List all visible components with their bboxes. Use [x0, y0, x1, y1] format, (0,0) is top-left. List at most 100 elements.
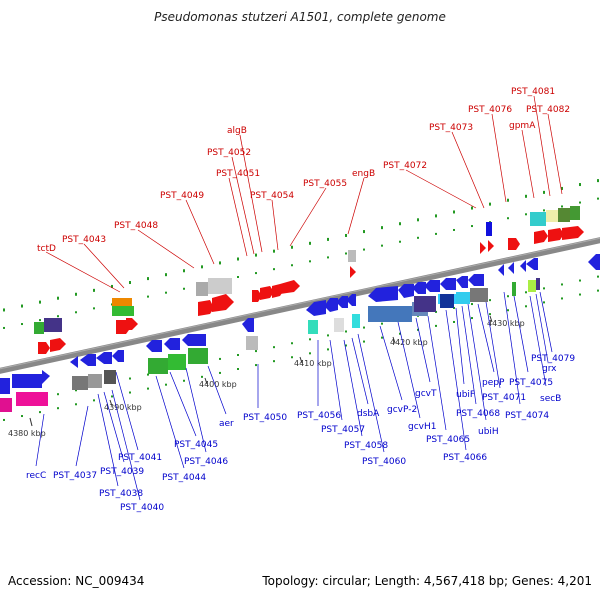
gene-arrow: [498, 264, 504, 276]
gene-arrow: [440, 278, 456, 290]
gene-label-bottom: PST_4044: [162, 473, 206, 483]
leader-line: [451, 131, 485, 209]
genome-backbone: [0, 237, 600, 374]
leader-line: [455, 307, 465, 385]
gene-arrow: [508, 238, 520, 250]
gene-arrow: [70, 356, 78, 368]
scale-tick: [299, 356, 303, 364]
scale-label: 4430 kbp: [487, 319, 525, 328]
leader-line: [405, 169, 477, 209]
leader-line: [521, 129, 535, 199]
gene-feature: [188, 348, 208, 364]
gene-label-top: tctD: [37, 244, 56, 254]
gene-arrow: [306, 300, 326, 316]
gene-arrow: [526, 258, 538, 270]
gene-arrow: [368, 286, 398, 302]
gene-feature: [334, 318, 344, 332]
leader-line: [97, 393, 119, 487]
gene-feature: [72, 376, 88, 390]
gene-arrow: [80, 354, 96, 366]
gene-label-top: engB: [352, 169, 375, 179]
gene-label-bottom: PST_4058: [344, 441, 388, 451]
leader-line: [379, 325, 403, 401]
gene-label-bottom: PST_4071: [482, 393, 526, 403]
gene-label-top: PST_4043: [62, 235, 106, 245]
gene-label-top: PST_4051: [216, 169, 260, 179]
gene-feature: [470, 288, 488, 302]
gene-label-bottom: PST_4038: [99, 489, 143, 499]
gene-feature: [196, 282, 208, 296]
gene-label-bottom: gcvP-2: [387, 405, 417, 415]
gene-label-bottom: PST_4040: [120, 503, 164, 513]
scale-tick: [392, 336, 396, 344]
leader-line: [513, 295, 529, 373]
gene-feature: [246, 336, 258, 350]
gene-label-bottom: PST_4079: [531, 354, 575, 364]
gene-label-top: PST_4055: [303, 179, 347, 189]
leader-line: [467, 303, 487, 421]
gene-feature: [88, 374, 102, 388]
gene-label-top: PST_4049: [160, 191, 204, 201]
gene-label-top: PST_4054: [250, 191, 294, 201]
gene-label-bottom: recC: [26, 471, 46, 481]
gene-feature: [104, 370, 116, 384]
gene-arrow: [534, 230, 548, 244]
gene-feature: [168, 354, 186, 370]
gene-arrow: [252, 290, 262, 302]
gene-label-bottom: PST_4050: [243, 413, 287, 423]
topology-text: Topology: circular; Length: 4,567,418 bp…: [262, 574, 592, 588]
gene-label-bottom: PST_4074: [505, 411, 549, 421]
gene-arrow: [480, 242, 486, 254]
gene-arrow: [398, 284, 414, 298]
gene-label-bottom: dsbA: [357, 409, 380, 419]
gene-label-bottom: PST_4068: [456, 409, 500, 419]
gene-feature: [112, 298, 132, 306]
gene-arrow: [198, 300, 214, 316]
leader-line: [45, 251, 121, 293]
leader-line: [111, 389, 141, 501]
gene-arrow: [456, 276, 468, 288]
leader-line: [427, 315, 447, 431]
leader-line: [347, 177, 365, 235]
gene-label-top: gpmA: [509, 121, 536, 131]
gene-feature: [352, 314, 360, 328]
gene-arrow: [164, 338, 180, 350]
gene-label-top: algB: [227, 126, 247, 136]
gene-arrow: [468, 274, 484, 286]
gene-label-bottom: grx: [542, 364, 557, 374]
scale-tick: [29, 417, 33, 427]
gene-feature: [440, 294, 454, 308]
gene-arrow: [562, 226, 584, 240]
leader-line: [115, 371, 139, 451]
gene-label-top: PST_4052: [207, 148, 251, 158]
figure-title: Pseudomonas stutzeri A1501, complete gen…: [154, 10, 446, 24]
scale-label: 4380 kbp: [8, 429, 46, 438]
scale-label: 4420 kbp: [390, 338, 428, 347]
scale-tick: [489, 315, 493, 323]
top-label-group: tctD PST_4043 PST_4048 PST_4049 PST_4051…: [37, 87, 570, 293]
gene-feature: [414, 296, 436, 312]
gene-arrow: [488, 240, 494, 252]
leader-line: [535, 293, 549, 363]
gene-feature: [16, 392, 48, 406]
leader-line: [539, 291, 553, 353]
leader-line: [547, 113, 563, 195]
leader-line: [533, 95, 551, 197]
gene-label-top: PST_4072: [383, 161, 427, 171]
gene-label-bottom: pepP: [482, 378, 505, 388]
gene-feature: [558, 208, 570, 222]
gene-label-bottom: PST_4056: [297, 411, 341, 421]
gene-label-top: PST_4081: [511, 87, 555, 97]
gene-arrow: [242, 318, 254, 332]
gene-feature: [0, 378, 10, 394]
leader-line: [228, 177, 248, 257]
gene-feature: [368, 306, 412, 322]
gene-label-top: PST_4048: [114, 221, 158, 231]
gene-arrow: [38, 342, 50, 354]
gene-arrow: [412, 282, 426, 294]
leader-line: [351, 337, 369, 405]
gene-label-bottom: gcvH1: [408, 422, 436, 432]
gene-feature: [348, 250, 356, 262]
